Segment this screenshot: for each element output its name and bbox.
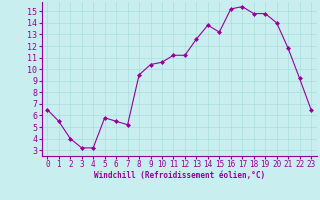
X-axis label: Windchill (Refroidissement éolien,°C): Windchill (Refroidissement éolien,°C) (94, 171, 265, 180)
